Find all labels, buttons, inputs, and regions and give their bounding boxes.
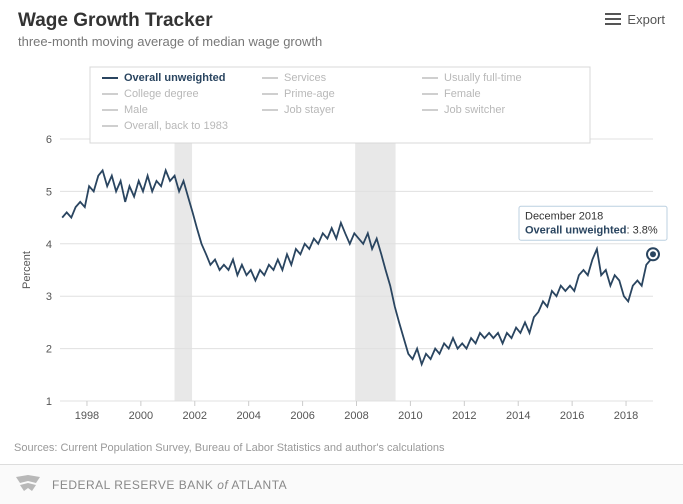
menu-icon (605, 10, 621, 28)
recession-band (355, 139, 395, 401)
x-tick-label: 1998 (75, 410, 99, 422)
y-tick-label: 6 (46, 134, 52, 146)
chart-area: 1 2 3 4 5 6 Percent 1998 2000 2002 2004 2006 2008 201… (12, 61, 671, 431)
export-label: Export (627, 12, 665, 27)
sources-text: Sources: Current Population Survey, Bure… (14, 442, 445, 454)
tooltip-date: December 2018 (525, 210, 603, 222)
line-chart[interactable]: 1 2 3 4 5 6 Percent 1998 2000 2002 2004 2006 2008 201… (12, 61, 671, 431)
y-tick-label: 1 (46, 396, 52, 408)
x-tick-label: 2018 (614, 410, 638, 422)
x-tick-label: 2004 (236, 410, 260, 422)
x-tick-label: 2012 (452, 410, 476, 422)
chart-subtitle: three-month moving average of median wag… (18, 34, 322, 49)
legend-item[interactable]: Overall, back to 1983 (124, 120, 228, 132)
legend-item[interactable]: College degree (124, 88, 199, 100)
legend-item[interactable]: Job stayer (284, 104, 335, 116)
footer: FEDERAL RESERVE BANK of ATLANTA (0, 464, 683, 504)
x-tick-label: 2002 (183, 410, 207, 422)
header: Wage Growth Tracker three-month moving a… (0, 0, 683, 53)
legend-item[interactable]: Services (284, 72, 327, 84)
x-tick-label: 2000 (129, 410, 153, 422)
recession-band (175, 139, 193, 401)
legend-item[interactable]: Job switcher (444, 104, 505, 116)
footer-text: FEDERAL RESERVE BANK of ATLANTA (52, 478, 287, 492)
legend-item[interactable]: Usually full-time (444, 72, 522, 84)
chart-title: Wage Growth Tracker (18, 10, 322, 32)
x-tick-label: 2014 (506, 410, 530, 422)
x-tick-label: 2008 (344, 410, 368, 422)
legend-item[interactable]: Overall unweighted (124, 72, 225, 84)
legend-item[interactable]: Female (444, 88, 481, 100)
legend-item[interactable]: Male (124, 104, 148, 116)
x-tick-label: 2006 (290, 410, 314, 422)
y-axis-title: Percent (21, 251, 33, 289)
tooltip-value: Overall unweighted: 3.8% (525, 224, 658, 236)
eagle-icon (14, 473, 42, 497)
x-tick-label: 2016 (560, 410, 584, 422)
y-tick-label: 5 (46, 186, 52, 198)
export-button[interactable]: Export (605, 10, 665, 28)
x-tick-label: 2010 (398, 410, 422, 422)
y-tick-label: 3 (46, 291, 52, 303)
y-tick-label: 4 (46, 239, 52, 251)
legend-item[interactable]: Prime-age (284, 88, 335, 100)
y-tick-label: 2 (46, 344, 52, 356)
